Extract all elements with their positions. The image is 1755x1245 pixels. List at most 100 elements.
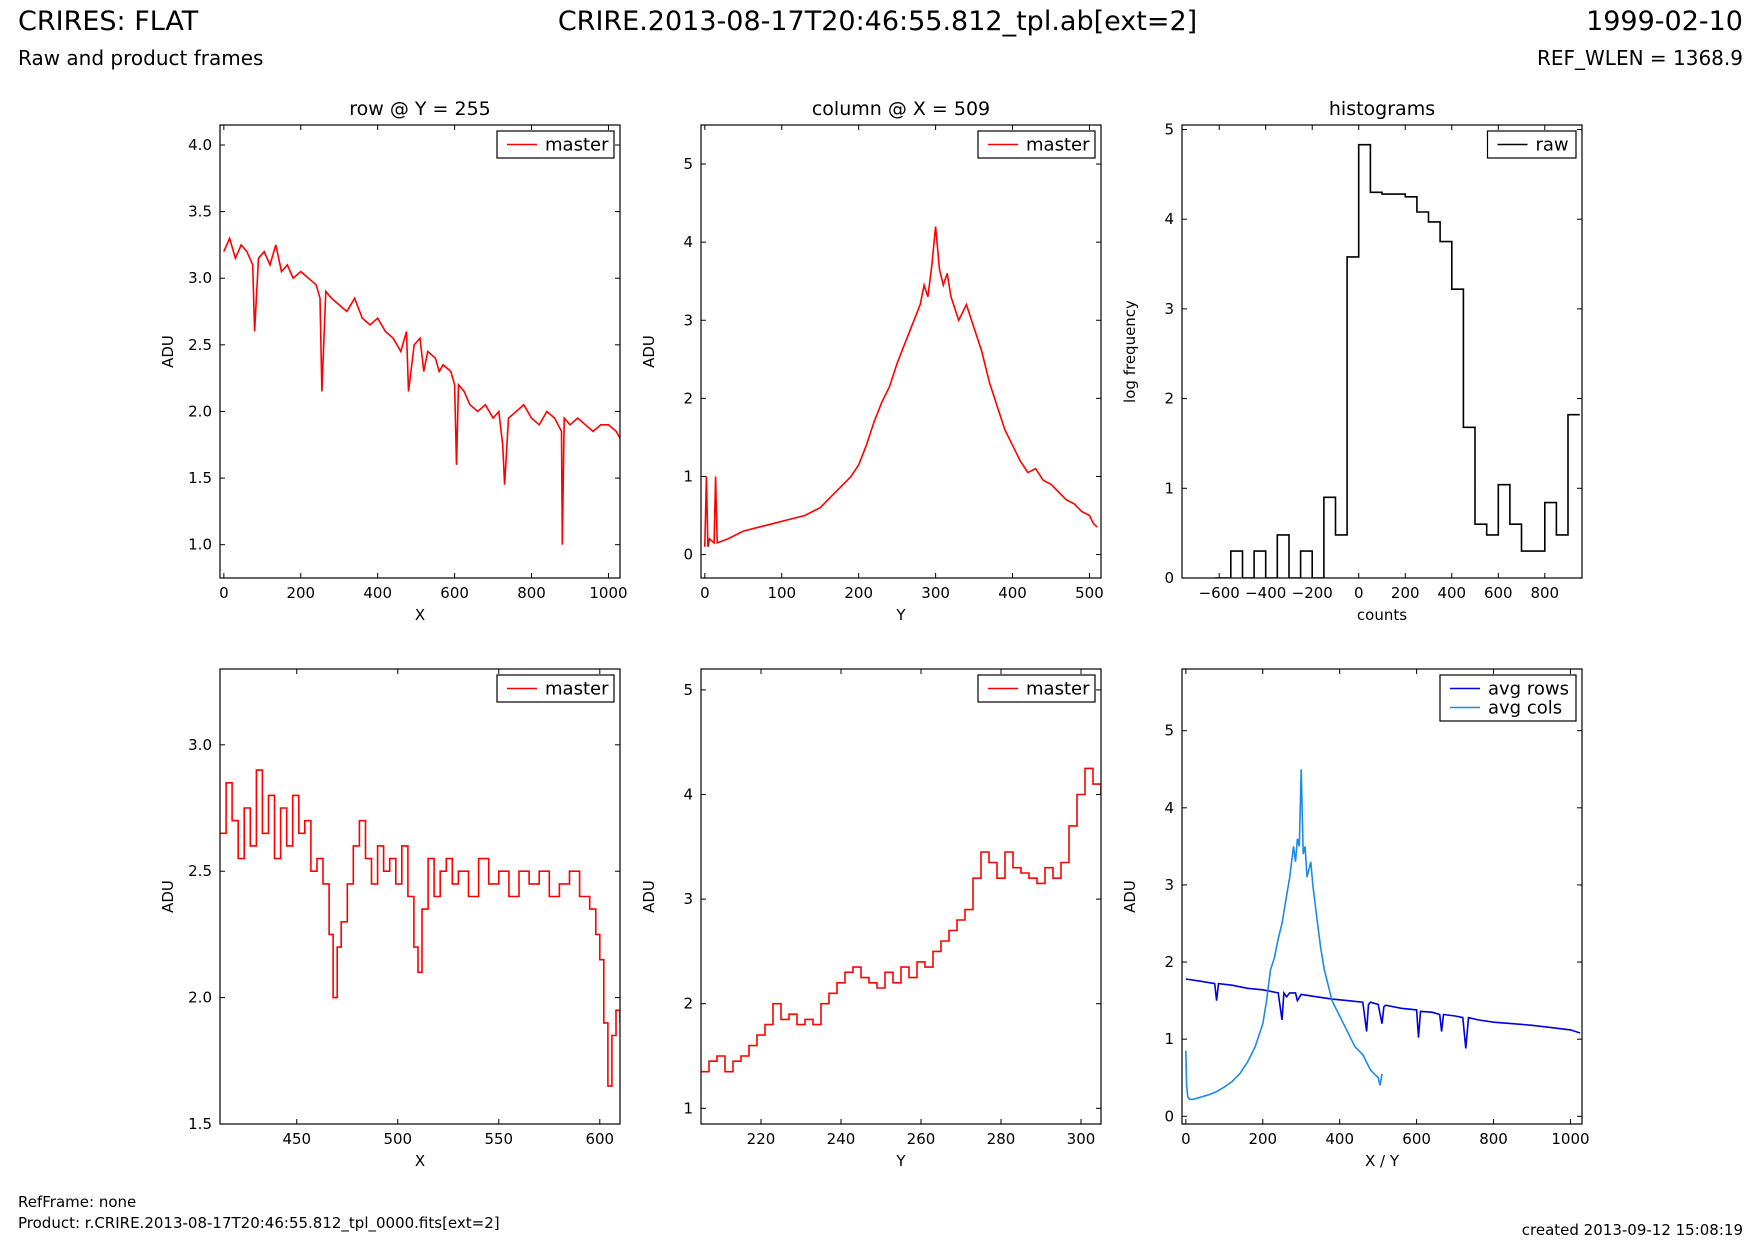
observation-date: 1999-02-10	[1586, 6, 1743, 37]
y-tick-label: 2	[1164, 390, 1174, 408]
legend-label: master	[545, 679, 609, 700]
y-tick-label: 0	[683, 546, 693, 564]
x-axis-label: X	[415, 606, 425, 624]
x-axis-label: counts	[1357, 606, 1407, 624]
chart-2: 0 100 200 300 400 500 0 1 2 3 4 5 column @ X = 509 Y A…	[640, 98, 1104, 624]
series-group	[704, 226, 1098, 547]
x-tick-label: 1000	[1551, 1130, 1589, 1148]
legend-box	[496, 130, 615, 159]
y-tick-label: 2	[683, 389, 693, 407]
legend: master	[977, 130, 1096, 159]
series-group	[1214, 143, 1580, 578]
chart-title: column @ X = 509	[812, 98, 990, 120]
plot-frame	[219, 124, 621, 579]
legend-label: master	[545, 135, 609, 156]
x-tick-label: 200	[1391, 584, 1420, 602]
x-tick-label: 200	[286, 584, 315, 602]
x-tick-label: 600	[440, 584, 469, 602]
series-line-1	[223, 235, 620, 545]
y-tick-label: 1.5	[188, 469, 212, 487]
y-tick-label: 4	[1164, 210, 1174, 228]
series-line-1	[1214, 143, 1580, 578]
y-tick-label: 5	[683, 681, 693, 699]
plot-frame	[700, 124, 1102, 579]
y-axis-label: ADU	[640, 335, 658, 368]
ref-frame-label: RefFrame: none	[18, 1193, 137, 1211]
plot-frame	[700, 668, 1102, 1125]
y-tick-label: 2.5	[188, 336, 212, 354]
legend: master	[496, 674, 615, 703]
x-tick-label: 1000	[589, 584, 627, 602]
y-tick-label: 3	[683, 890, 693, 908]
y-axis-label: ADU	[159, 880, 177, 913]
y-tick-label: 1	[683, 467, 693, 485]
x-tick-label: 0	[1354, 584, 1364, 602]
frame-name: CRIRE.2013-08-17T20:46:55.812_tpl.ab[ext…	[557, 6, 1198, 37]
legend: master	[496, 130, 615, 159]
y-tick-label: 3	[1164, 300, 1174, 318]
x-tick-label: −200	[1292, 584, 1333, 602]
y-axis-label: ADU	[640, 880, 658, 913]
y-axis-label: log frequency	[1121, 300, 1139, 403]
y-tick-label: 2.5	[188, 862, 212, 880]
x-tick-label: 400	[363, 584, 392, 602]
series-group	[223, 235, 620, 545]
y-tick-label: 0	[1164, 569, 1174, 587]
x-tick-label: 600	[1402, 1130, 1431, 1148]
x-axis-label: Y	[895, 1152, 906, 1170]
x-tick-label: 600	[1484, 584, 1513, 602]
series-group	[220, 769, 620, 1087]
x-tick-label: 260	[907, 1130, 936, 1148]
legend: raw	[1486, 130, 1577, 159]
x-axis-label: X	[415, 1152, 425, 1170]
x-tick-label: 100	[767, 584, 796, 602]
series-line-2	[1185, 769, 1383, 1101]
chart-title: row @ Y = 255	[349, 98, 491, 120]
x-tick-label: 450	[282, 1130, 311, 1148]
y-tick-label: 4	[683, 786, 693, 804]
x-tick-label: 600	[585, 1130, 614, 1148]
chart-5: 220 240 260 280 300 1 2 3 4 5 Y ADU master	[640, 668, 1102, 1170]
y-tick-label: 2.0	[188, 989, 212, 1007]
x-tick-label: 280	[987, 1130, 1016, 1148]
legend-label: avg rows	[1488, 679, 1569, 700]
series-line-1	[704, 226, 1098, 547]
y-tick-label: 3.0	[188, 269, 212, 287]
legend: master	[977, 674, 1096, 703]
chart-6: 0 200 400 600 800 1000 0 1 2 3 4 5 X / Y ADU avg rowsa…	[1121, 668, 1590, 1170]
legend-label: avg cols	[1488, 698, 1562, 719]
series-line-1	[220, 769, 620, 1087]
x-tick-label: 200	[844, 584, 873, 602]
y-axis-label: ADU	[1121, 880, 1139, 913]
y-tick-label: 3	[1164, 876, 1174, 894]
x-tick-label: 240	[827, 1130, 856, 1148]
report-subtitle: Raw and product frames	[18, 46, 264, 70]
y-tick-label: 3	[683, 311, 693, 329]
x-tick-label: −400	[1245, 584, 1286, 602]
chart-title: histograms	[1329, 98, 1435, 120]
y-tick-label: 4.0	[188, 136, 212, 154]
legend-label: master	[1026, 135, 1090, 156]
x-tick-label: 800	[1479, 1130, 1508, 1148]
y-tick-label: 1	[1164, 1030, 1174, 1048]
chart-1: 0 200 400 600 800 1000 1.0 1.5 2.0 2.5 3.0 3.5 4.0 ro…	[159, 98, 628, 624]
x-axis-label: Y	[895, 606, 906, 624]
plot-frame	[1181, 668, 1583, 1125]
created-timestamp: created 2013-09-12 15:08:19	[1521, 1221, 1743, 1239]
x-tick-label: 300	[1067, 1130, 1096, 1148]
y-tick-label: 2	[683, 995, 693, 1013]
y-tick-label: 1.0	[188, 536, 212, 554]
y-tick-label: 1	[683, 1099, 693, 1117]
x-tick-label: 400	[1437, 584, 1466, 602]
x-tick-label: 0	[1181, 1130, 1191, 1148]
ref-wavelength: REF_WLEN = 1368.9	[1536, 46, 1743, 70]
x-tick-label: 550	[484, 1130, 513, 1148]
x-tick-label: 220	[747, 1130, 776, 1148]
y-tick-label: 5	[683, 155, 693, 173]
x-tick-label: 200	[1248, 1130, 1277, 1148]
x-tick-label: 400	[998, 584, 1027, 602]
series-line-1	[701, 767, 1101, 1073]
product-label: Product: r.CRIRE.2013-08-17T20:46:55.812…	[18, 1214, 500, 1232]
legend-label: master	[1026, 679, 1090, 700]
